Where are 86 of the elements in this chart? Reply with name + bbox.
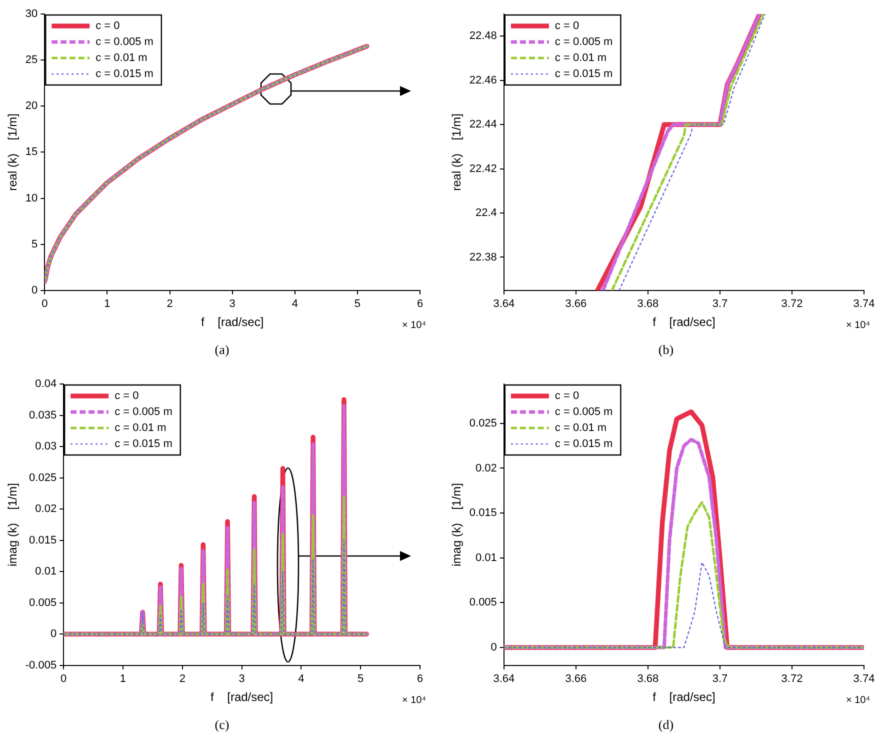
x-tick-label: 4 [298, 673, 304, 686]
y-tick-label: 0.01 [476, 552, 497, 564]
y-axis-title: real (k) [1/m] [450, 114, 464, 191]
text: × 10⁴ [846, 320, 870, 332]
x-tick-label: 5 [358, 673, 364, 686]
text: × 10⁴ [402, 320, 426, 332]
x-tick-label: 3.72 [781, 298, 803, 310]
legend-label: c = 0 [114, 390, 139, 402]
x-tick-label: 3.7 [712, 673, 728, 686]
y-tick-label: 0.025 [29, 472, 57, 484]
legend-label: c = 0.005 m [554, 36, 613, 48]
y-tick-label: 0.005 [469, 596, 497, 609]
y-tick-label: 0.04 [35, 378, 57, 390]
y-tick-label: 10 [25, 192, 38, 204]
y-tick-label: 22.4 [476, 207, 497, 220]
text: (d) [657, 716, 675, 734]
x-tick-label: 3.66 [565, 298, 587, 310]
text: (b) [657, 341, 675, 359]
y-tick-label: 0.035 [29, 409, 57, 422]
x-axis-title: f [rad/sec] [652, 315, 716, 330]
legend-label: c = 0.015 m [554, 438, 613, 450]
text: × 10⁴ [402, 695, 426, 706]
legend-label: c = 0.015 m [554, 68, 613, 80]
x-tick-label: 2 [166, 298, 173, 310]
x-tick-label: 3.64 [493, 298, 515, 310]
y-axis-title: imag (k) [1/m] [450, 483, 464, 566]
x-tick-label: 2 [179, 673, 186, 686]
y-tick-label: 0.03 [35, 440, 57, 453]
legend-label: c = 0 [96, 20, 120, 32]
x-axis-title: f [rad/sec] [652, 690, 716, 704]
y-tick-label: 22.48 [469, 30, 497, 42]
x-tick-label: 3.66 [565, 673, 587, 686]
x-tick-label: 3.7 [712, 298, 728, 310]
x-tick-label: 5 [354, 298, 360, 310]
text: × 10⁴ [846, 695, 870, 706]
x-tick-label: 0 [60, 673, 67, 686]
text: (c) [214, 716, 230, 734]
x-tick-label: 3.68 [637, 298, 659, 310]
legend-label: c = 0.005 m [96, 36, 154, 48]
y-tick-label: 0.005 [29, 596, 57, 609]
x-tick-label: 3.64 [493, 673, 515, 686]
y-tick-label: 5 [32, 238, 38, 250]
legend-label: c = 0 [554, 20, 580, 32]
y-axis-title: imag (k) [1/m] [6, 483, 20, 566]
y-tick-label: 0.025 [469, 417, 497, 430]
x-tick-label: 4 [292, 298, 298, 310]
y-tick-label: 0 [32, 284, 38, 296]
legend-label: c = 0.01 m [554, 52, 607, 64]
y-tick-label: 22.44 [469, 118, 497, 131]
legend-label: c = 0.01 m [114, 422, 166, 434]
legend-label: c = 0.005 m [114, 406, 172, 418]
x-tick-label: 6 [416, 673, 424, 686]
x-tick-label: 1 [120, 673, 126, 686]
y-tick-label: 0.015 [469, 507, 497, 520]
legend-label: c = 0.015 m [96, 68, 154, 80]
x-tick-label: 1 [104, 298, 110, 310]
y-tick-label: -0.005 [25, 659, 57, 672]
legend-label: c = 0.015 m [114, 438, 172, 450]
x-tick-label: 3 [229, 298, 236, 310]
y-tick-label: 0.02 [35, 503, 57, 516]
y-tick-label: 25 [25, 54, 38, 66]
x-tick-label: 3.74 [853, 673, 875, 686]
y-tick-label: 0.015 [29, 534, 57, 546]
y-axis-title: real (k) [1/m] [6, 114, 20, 191]
x-axis-title: f [rad/sec] [200, 315, 264, 330]
legend-label: c = 0.01 m [554, 422, 607, 434]
legend-label: c = 0.005 m [554, 406, 613, 418]
y-tick-label: 22.42 [469, 162, 497, 175]
x-axis-title: f [rad/sec] [210, 690, 274, 704]
y-tick-label: 0 [490, 642, 497, 654]
y-tick-label: 22.38 [469, 251, 497, 264]
y-tick-label: 0.01 [35, 566, 57, 578]
x-tick-label: 3.72 [781, 673, 803, 686]
y-tick-label: 30 [25, 8, 38, 20]
legend-label: c = 0 [554, 390, 580, 402]
y-tick-label: 0 [50, 628, 57, 640]
legend-label: c = 0.01 m [96, 52, 148, 64]
y-tick-label: 0.02 [476, 462, 497, 474]
text: (a) [214, 341, 230, 359]
x-tick-label: 6 [416, 298, 424, 310]
y-tick-label: 15 [25, 146, 38, 158]
y-tick-label: 22.46 [469, 74, 497, 86]
y-tick-label: 20 [25, 100, 38, 112]
x-tick-label: 3.68 [637, 673, 659, 686]
x-tick-label: 3.74 [853, 298, 875, 310]
x-tick-label: 3 [238, 673, 245, 686]
